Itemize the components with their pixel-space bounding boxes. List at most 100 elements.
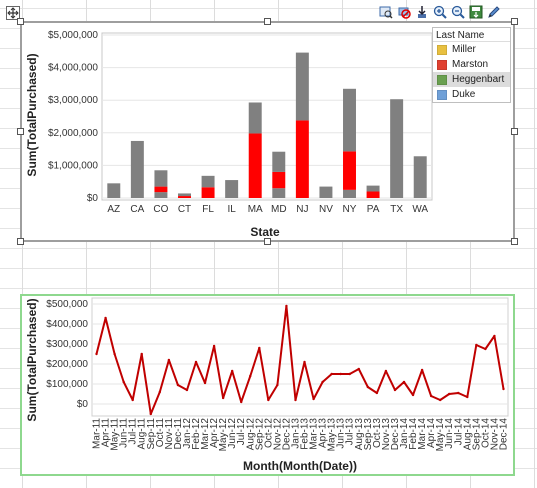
line-chart-panel[interactable]: $0 $100,000 $200,000 $300,000 $400,000 $500,0…: [20, 294, 515, 476]
bar-segment-ny-0[interactable]: [343, 190, 356, 198]
disable-filter-icon[interactable]: [396, 4, 411, 19]
bar-segment-tx-0[interactable]: [390, 99, 403, 198]
legend-item-miller[interactable]: Miller: [433, 42, 510, 57]
line-point-jun-13[interactable]: [339, 373, 341, 375]
bar-segment-md-1[interactable]: [272, 172, 285, 188]
line-ytick-label: $0: [77, 399, 89, 410]
line-point-jun-14[interactable]: [448, 393, 450, 395]
line-point-sep-13[interactable]: [367, 386, 369, 388]
line-point-oct-11[interactable]: [159, 391, 161, 393]
line-point-oct-14[interactable]: [484, 348, 486, 350]
line-xtick-label: Dec-14: [498, 418, 509, 451]
line-point-dec-13[interactable]: [394, 389, 396, 391]
resize-handle-bc[interactable]: [264, 238, 271, 245]
line-point-mar-13[interactable]: [312, 398, 314, 400]
line-point-feb-12[interactable]: [195, 361, 197, 363]
bar-segment-ct-1[interactable]: [178, 193, 191, 196]
line-point-jan-12[interactable]: [186, 389, 188, 391]
line-point-jun-11[interactable]: [122, 381, 124, 383]
resize-handle-br[interactable]: [511, 238, 518, 245]
bar-segment-ny-2[interactable]: [343, 89, 356, 152]
line-point-oct-12[interactable]: [267, 399, 269, 401]
zoom-out-icon[interactable]: [450, 4, 465, 19]
line-point-may-13[interactable]: [330, 373, 332, 375]
line-point-may-11[interactable]: [113, 353, 115, 355]
bar-segment-fl-0[interactable]: [202, 187, 215, 198]
line-plot-area: [92, 298, 508, 416]
bar-segment-ct-0[interactable]: [178, 196, 191, 198]
line-point-nov-14[interactable]: [493, 335, 495, 337]
line-point-jul-11[interactable]: [131, 399, 133, 401]
resize-handle-mr[interactable]: [511, 128, 518, 135]
line-ytick-label: $100,000: [46, 379, 88, 390]
line-chart[interactable]: $0 $100,000 $200,000 $300,000 $400,000 $500,0…: [22, 296, 513, 474]
line-point-aug-12[interactable]: [249, 375, 251, 377]
bar-segment-co-0[interactable]: [154, 192, 167, 198]
line-point-jun-12[interactable]: [231, 370, 233, 372]
line-point-apr-11[interactable]: [104, 317, 106, 319]
line-point-aug-11[interactable]: [141, 353, 143, 355]
line-point-mar-12[interactable]: [204, 382, 206, 384]
export-icon[interactable]: [414, 4, 429, 19]
line-point-sep-14[interactable]: [475, 344, 477, 346]
line-point-jan-13[interactable]: [294, 399, 296, 401]
save-icon[interactable]: [468, 4, 483, 19]
line-point-dec-14[interactable]: [502, 388, 504, 390]
bar-segment-co-2[interactable]: [154, 170, 167, 186]
line-point-oct-13[interactable]: [376, 392, 378, 394]
bar-segment-md-0[interactable]: [272, 188, 285, 198]
zoom-window-icon[interactable]: [378, 4, 393, 19]
line-xtick-label: Oct-14: [480, 418, 491, 448]
legend-item-duke[interactable]: Duke: [433, 87, 510, 102]
line-point-jul-12[interactable]: [240, 401, 242, 403]
legend-item-marston[interactable]: Marston: [433, 57, 510, 72]
line-xtick-label: Dec-12: [281, 418, 292, 451]
line-point-apr-13[interactable]: [321, 381, 323, 383]
line-point-may-12[interactable]: [222, 397, 224, 399]
line-point-apr-12[interactable]: [213, 345, 215, 347]
bar-segment-il-0[interactable]: [225, 180, 238, 198]
bar-segment-az-0[interactable]: [107, 183, 120, 198]
legend-item-heggenbart[interactable]: Heggenbart: [433, 72, 510, 87]
bar-segment-ma-1[interactable]: [249, 102, 262, 133]
resize-handle-ml[interactable]: [17, 128, 24, 135]
bar-segment-nv-0[interactable]: [319, 187, 332, 198]
zoom-in-icon[interactable]: [432, 4, 447, 19]
resize-handle-bl[interactable]: [17, 238, 24, 245]
line-point-aug-14[interactable]: [466, 396, 468, 398]
bar-segment-nj-0[interactable]: [296, 120, 309, 198]
line-point-nov-13[interactable]: [385, 370, 387, 372]
line-point-dec-12[interactable]: [285, 305, 287, 307]
resize-handle-tr[interactable]: [511, 18, 518, 25]
bar-segment-md-2[interactable]: [272, 152, 285, 172]
line-point-sep-12[interactable]: [258, 347, 260, 349]
resize-handle-tl[interactable]: [17, 18, 24, 25]
line-point-nov-12[interactable]: [276, 384, 278, 386]
edit-icon[interactable]: [486, 4, 501, 19]
line-point-nov-11[interactable]: [168, 359, 170, 361]
line-point-may-14[interactable]: [439, 399, 441, 401]
bar-segment-nj-1[interactable]: [296, 53, 309, 121]
bar-segment-co-1[interactable]: [154, 187, 167, 193]
bar-segment-pa-1[interactable]: [367, 186, 380, 192]
line-point-dec-11[interactable]: [177, 384, 179, 386]
line-point-jul-14[interactable]: [457, 392, 459, 394]
line-point-sep-11[interactable]: [150, 413, 152, 415]
line-point-jan-14[interactable]: [403, 381, 405, 383]
line-point-mar-14[interactable]: [421, 369, 423, 371]
line-point-feb-14[interactable]: [412, 394, 414, 396]
line-point-aug-13[interactable]: [358, 368, 360, 370]
resize-handle-tc[interactable]: [264, 18, 271, 25]
line-point-apr-14[interactable]: [430, 395, 432, 397]
line-series-total[interactable]: [97, 306, 504, 414]
bar-segment-ny-1[interactable]: [343, 151, 356, 189]
line-point-feb-13[interactable]: [303, 361, 305, 363]
legend-swatch: [437, 90, 447, 100]
bar-segment-ma-0[interactable]: [249, 133, 262, 198]
line-point-jul-13[interactable]: [349, 373, 351, 375]
bar-segment-fl-1[interactable]: [202, 176, 215, 187]
bar-segment-ca-0[interactable]: [131, 141, 144, 198]
bar-segment-pa-0[interactable]: [367, 191, 380, 198]
bar-segment-wa-0[interactable]: [414, 156, 427, 198]
line-point-mar-11[interactable]: [95, 353, 97, 355]
